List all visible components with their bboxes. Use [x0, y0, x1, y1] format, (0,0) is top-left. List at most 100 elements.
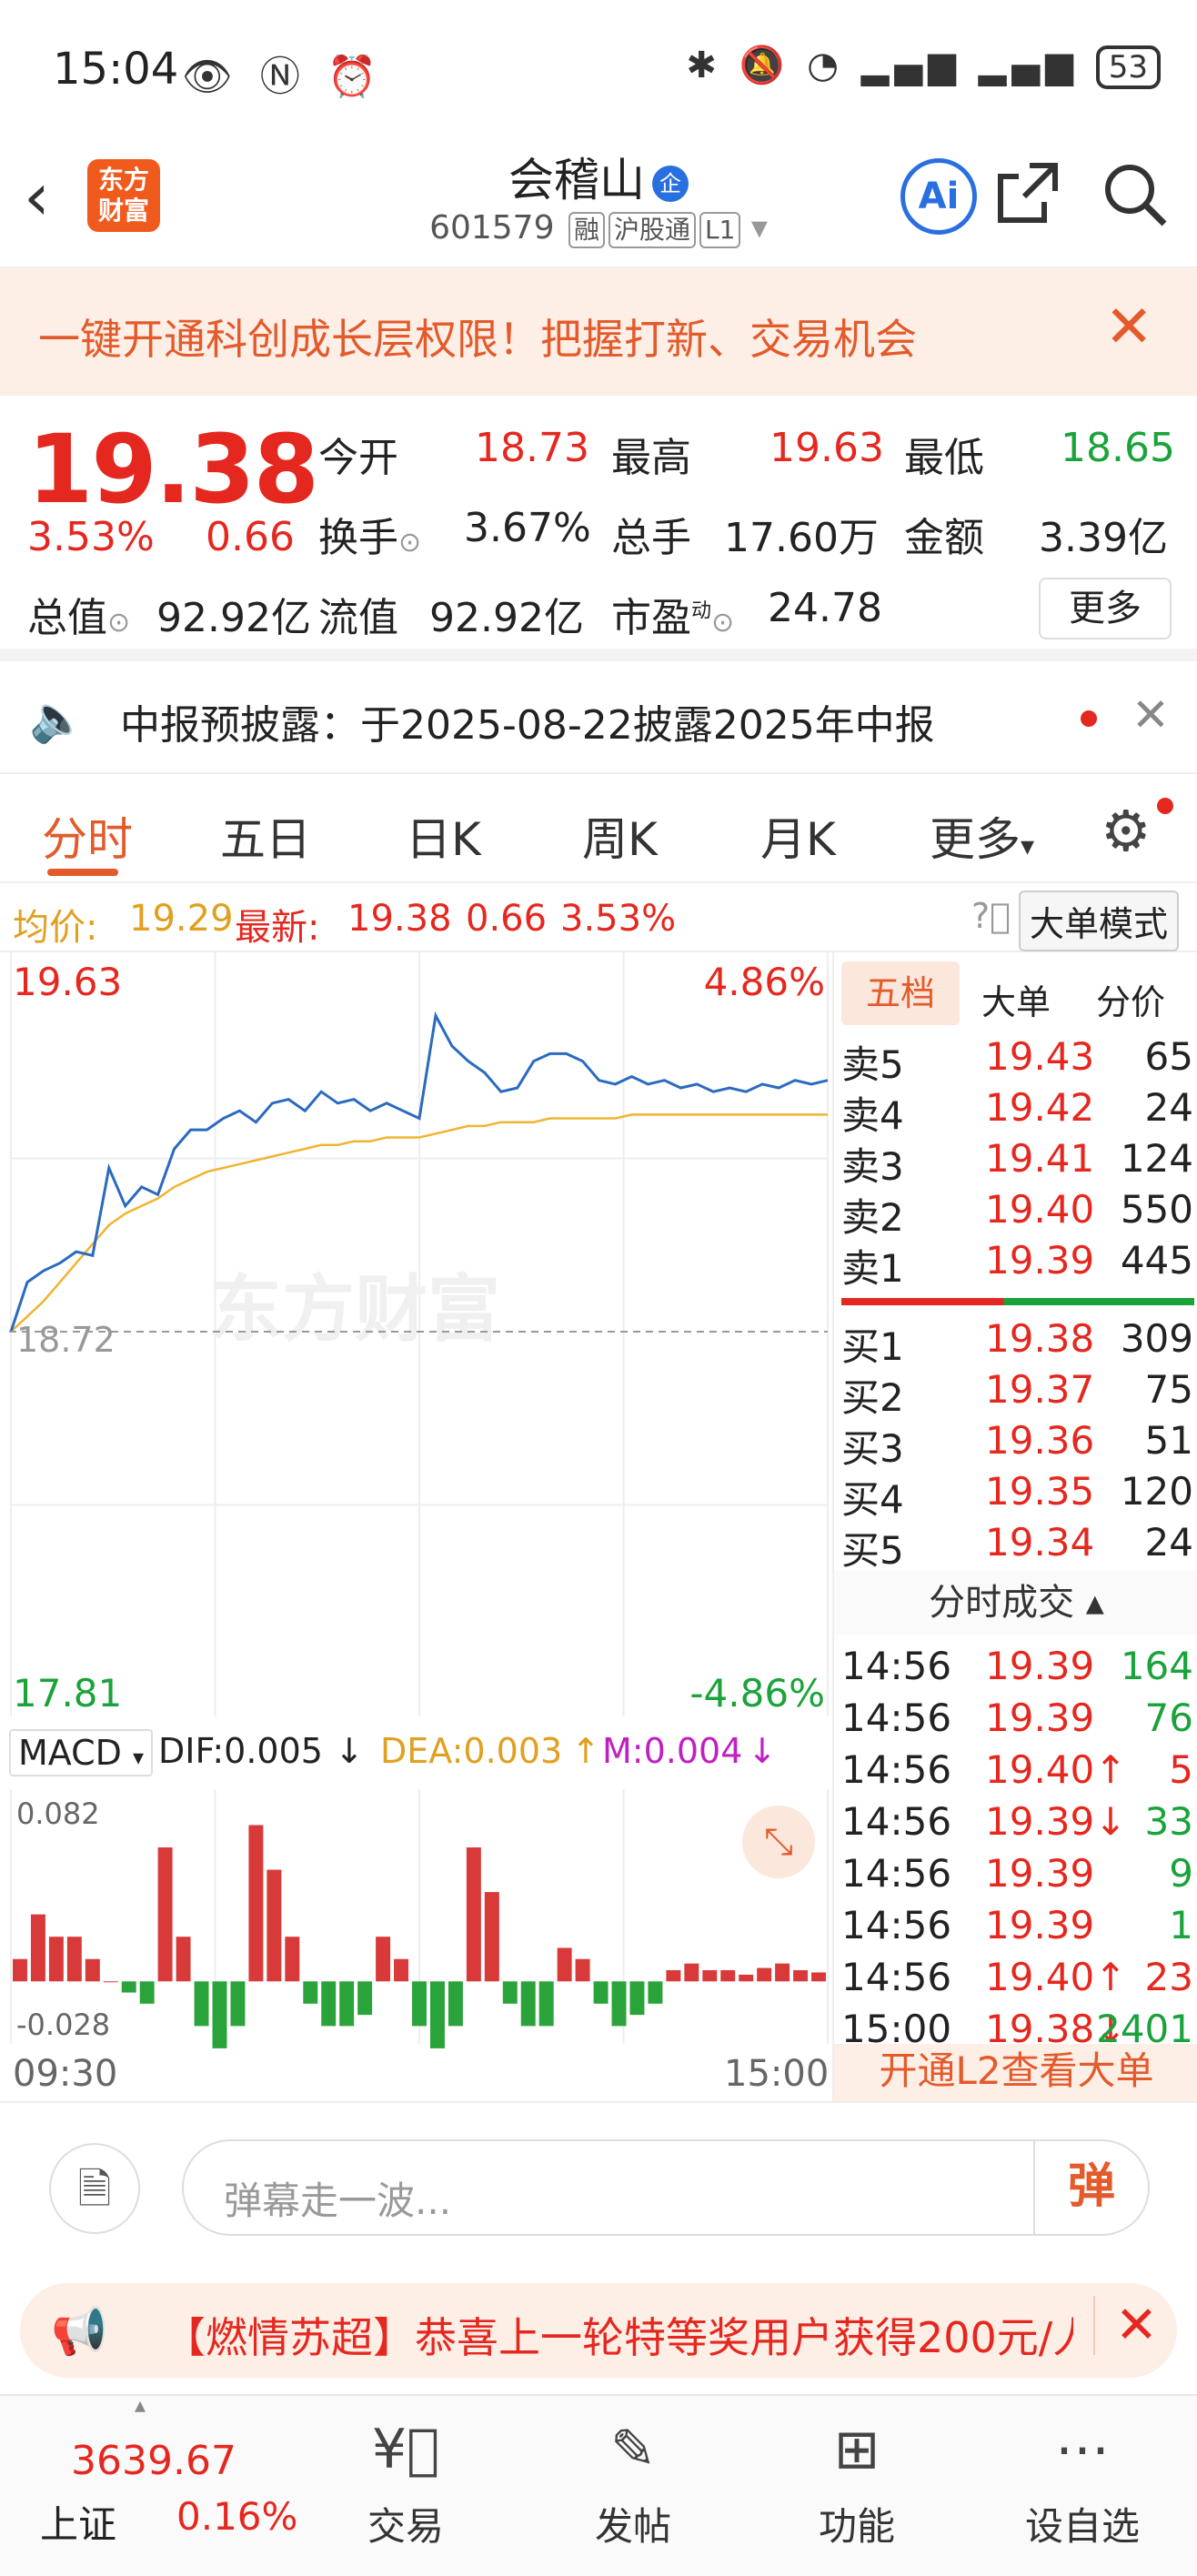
last-price: 19.38 [27, 414, 319, 525]
tab-intraday[interactable]: 分时 [42, 813, 133, 866]
tab-price-dist[interactable]: 分价 [1096, 982, 1166, 1022]
ask-row: 卖5 19.43 65 [834, 1034, 1197, 1087]
close-icon[interactable]: ✕ [1093, 2296, 1158, 2355]
back-arrow-icon[interactable]: ‹ [24, 158, 50, 235]
intraday-chart[interactable]: 东方财富 19.63 4.86% 18.72 17.81 -4.86% MACD… [0, 952, 832, 2101]
comment-bar: 🗎 弹幕走一波... 弹 [0, 2101, 1197, 2265]
yuan-icon: ¥⃝ [371, 2418, 440, 2481]
macd-bar [666, 1970, 681, 1982]
enterprise-badge: 企 [652, 165, 689, 202]
nav-functions[interactable]: ⊞ 功能 [766, 2396, 948, 2551]
settings-dot [1157, 798, 1173, 814]
ticks-title[interactable]: 分时成交 ▴ [834, 1571, 1197, 1635]
macd-bar [520, 1981, 536, 2027]
price-line [9, 1011, 829, 1333]
ask-row: 卖4 19.42 24 [834, 1085, 1197, 1138]
bid-volume: 120 [1120, 1469, 1193, 1514]
nav-add-watchlist[interactable]: ⋯ 设自选 [991, 2396, 1173, 2551]
banner-text: 一键开通科创成长层权限！把握打新、交易机会 [38, 315, 917, 364]
bid-price: 19.35 [985, 1469, 1095, 1514]
macd-bar [648, 1981, 663, 2004]
ask-row: 卖2 19.40 550 [834, 1187, 1197, 1240]
dea-value: DEA:0.003 [380, 1731, 563, 1771]
tab-weekly-k[interactable]: 周K [582, 813, 658, 866]
high-value: 19.63 [770, 425, 884, 471]
turnover-value: 3.67% [464, 505, 591, 551]
tab-big-orders[interactable]: 大单 [981, 982, 1051, 1022]
macd-selector[interactable]: MACD ▾ [9, 1729, 154, 1776]
macd-bar [176, 1937, 191, 1982]
macd-bar [593, 1981, 609, 2004]
ask-volume: 65 [1144, 1034, 1193, 1079]
macd-bar [194, 1981, 209, 2027]
amount-label: 金额 [904, 515, 984, 561]
ask-price: 19.41 [985, 1136, 1095, 1181]
expand-icon[interactable]: ⤡ [742, 1806, 815, 1878]
tab-monthly-k[interactable]: 月K [760, 813, 836, 866]
more-button[interactable]: 更多 [1039, 578, 1172, 639]
big-order-mode-button[interactable]: 大单模式 [1019, 891, 1180, 951]
tick-label: 15:00 [841, 2007, 952, 2051]
ai-button[interactable]: Ai [900, 158, 977, 235]
last-label: 最新: [235, 907, 320, 949]
y-top-label: 19.63 [13, 960, 123, 1004]
gear-icon[interactable]: ⚙ [1101, 798, 1152, 864]
share-icon[interactable] [993, 158, 1062, 231]
macd-bar [267, 1869, 282, 1982]
ask-row: 卖3 19.41 124 [834, 1136, 1197, 1189]
y-bottom-label: 17.81 [13, 1671, 123, 1716]
bid-volume: 51 [1144, 1418, 1193, 1463]
tick-price: 19.39 [985, 1903, 1095, 1947]
notice-text: 中报预披露：于2025-08-22披露2025年中报 [120, 702, 935, 749]
tick-row: 14:56 19.39 164 [834, 1644, 1197, 1695]
ask-volume: 550 [1120, 1187, 1193, 1232]
float-label: 流值 [318, 595, 398, 641]
volume-value: 17.60万 [724, 515, 879, 561]
macd-bar [811, 1972, 826, 1982]
tick-volume: 164 [1120, 1644, 1193, 1688]
macd-bar [285, 1937, 300, 1982]
tick-row: 14:56 19.40↑ 23 [834, 1955, 1197, 2006]
nav-trade[interactable]: ¥⃝ 交易 [315, 2396, 497, 2551]
stock-header: ‹ 东方 财富 会稽山企 601579 融沪股通 L1 ▾ Ai [0, 136, 1197, 268]
nav-post[interactable]: ✎ 发帖 [542, 2396, 724, 2551]
marquee-promo[interactable]: 📢 【燃情苏超】恭喜上一轮特等奖用户获得200元/人 ✕ [20, 2283, 1177, 2378]
change-amount: 0.66 [206, 514, 295, 560]
more-dots-icon: ⋯ [1055, 2418, 1110, 2481]
tab-five-levels[interactable]: 五档 [841, 961, 960, 1025]
chart-tabs: 分时 五日 日K 周K 月K 更多▾ ⚙ [0, 774, 1197, 883]
bid-volume: 75 [1144, 1367, 1193, 1412]
close-icon[interactable]: ✕ [1104, 294, 1153, 361]
bid-label: 买5 [841, 1528, 904, 1573]
watermark: 东方财富 [209, 1267, 500, 1352]
tick-volume: 33 [1144, 1799, 1193, 1844]
tab-daily-k[interactable]: 日K [406, 813, 481, 866]
tick-row: 15:00 19.38↓ 2401 [834, 2007, 1197, 2058]
danmaku-button[interactable]: 弹 [1033, 2141, 1148, 2234]
comment-list-icon[interactable]: 🗎 [49, 2143, 140, 2234]
macd-bar [720, 1970, 736, 1982]
amount-value: 3.39亿 [1039, 515, 1168, 561]
bid-row: 买1 19.38 309 [834, 1316, 1197, 1369]
high-label: 最高 [611, 435, 691, 481]
tab-5day[interactable]: 五日 [220, 813, 311, 866]
tick-price: 19.40↑ [985, 1955, 1127, 1999]
danmaku-input[interactable]: 弹幕走一波... [182, 2139, 1150, 2236]
macd-bar [793, 1970, 809, 1982]
tab-more[interactable]: 更多▾ [930, 813, 1035, 866]
bid-label: 买4 [841, 1477, 904, 1522]
notice-bar[interactable]: 🔈 中报预披露：于2025-08-22披露2025年中报 ✕ [0, 661, 1197, 774]
help-icon[interactable]: ?⃝ [971, 896, 1011, 936]
search-icon[interactable] [1101, 160, 1170, 233]
close-icon[interactable]: ✕ [1132, 689, 1170, 741]
tick-price: 19.39 [985, 1696, 1095, 1740]
promo-banner[interactable]: 一键开通科创成长层权限！把握打新、交易机会 ✕ [0, 268, 1197, 396]
bid-price: 19.38 [985, 1316, 1095, 1361]
tick-row: 14:56 19.39 1 [834, 1903, 1197, 1954]
m-value: M:0.004 [602, 1731, 743, 1771]
l2-upgrade-link[interactable]: 开通L2查看大单 [834, 2044, 1197, 2101]
tick-price: 19.39↓ [985, 1799, 1127, 1844]
status-time: 15:04 [53, 44, 179, 95]
stock-code-row[interactable]: 601579 融沪股通 L1 ▾ [429, 209, 768, 248]
bid-price: 19.34 [985, 1520, 1095, 1565]
